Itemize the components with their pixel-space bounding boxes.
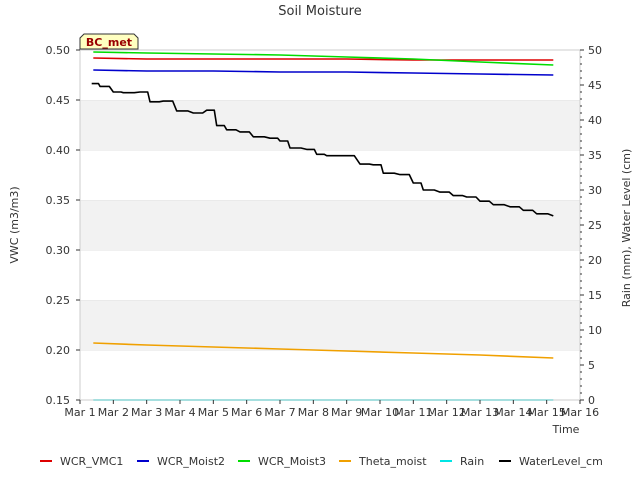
x-tick-label: Mar 9 [331, 406, 362, 419]
y-left-tick-label: 0.50 [46, 44, 71, 57]
y-left-tick-label: 0.15 [46, 394, 71, 407]
y-left-tick-label: 0.20 [46, 344, 71, 357]
y-right-tick-label: 30 [588, 184, 602, 197]
x-tick-label: Mar 16 [561, 406, 599, 419]
x-tick-label: Mar 11 [394, 406, 432, 419]
site-badge-label: BC_met [86, 36, 132, 49]
y-left-tick-label: 0.40 [46, 144, 71, 157]
y-axis-right-label: Rain (mm), Water Level (cm) [620, 149, 633, 308]
x-tick-label: Mar 7 [264, 406, 295, 419]
x-tick-label: Mar 14 [494, 406, 532, 419]
y-left-tick-label: 0.30 [46, 244, 71, 257]
series-line-wcr-moist2 [93, 69, 554, 76]
legend-label: WCR_VMC1 [60, 455, 123, 468]
x-tick-label: Mar 4 [164, 406, 195, 419]
x-tick-label: Mar 12 [428, 406, 466, 419]
y-right-tick-label: 45 [588, 79, 602, 92]
legend-label: WaterLevel_cm [519, 455, 603, 468]
series-line-theta-moist [93, 342, 554, 359]
legend: WCR_VMC1 WCR_Moist2 WCR_Moist3 Theta_moist R… [40, 455, 603, 468]
grid-band [80, 100, 580, 150]
y-right-tick-label: 20 [588, 254, 602, 267]
plot-bands [80, 49, 580, 400]
y-right-tick-label: 10 [588, 324, 602, 337]
grid-band [80, 200, 580, 250]
x-tick-label: Mar 3 [131, 406, 162, 419]
x-tick-label: Mar 13 [461, 406, 499, 419]
grid-band [80, 300, 580, 350]
grid-band [80, 250, 580, 300]
y-right-tick-label: 5 [588, 359, 595, 372]
series-line-wcr-vmc1 [93, 57, 554, 61]
legend-item: Theta_moist [339, 455, 427, 468]
y-left-tick-label: 0.45 [46, 94, 71, 107]
x-tick-label: Mar 6 [231, 406, 262, 419]
y-right-tick-label: 50 [588, 44, 602, 57]
y-left-tick-label: 0.25 [46, 294, 71, 307]
y-right-tick-label: 15 [588, 289, 602, 302]
x-tick-label: Mar 1 [64, 406, 95, 419]
y-right-tick-label: 25 [588, 219, 602, 232]
legend-item: WaterLevel_cm [499, 455, 603, 468]
legend-item: WCR_Moist2 [137, 455, 225, 468]
x-tick-label: Mar 8 [298, 406, 329, 419]
series-line-waterlevel-cm [91, 82, 554, 217]
legend-item: WCR_VMC1 [40, 455, 123, 468]
legend-label: WCR_Moist3 [258, 455, 326, 468]
x-tick-label: Mar 2 [98, 406, 129, 419]
x-axis-label: Time [552, 423, 580, 436]
y-left-tick-label: 0.35 [46, 194, 71, 207]
y-right-tick-label: 0 [588, 394, 595, 407]
site-badge: BC_met [79, 33, 139, 50]
legend-label: WCR_Moist2 [157, 455, 225, 468]
x-tick-label: Mar 10 [361, 406, 399, 419]
y-axis-right: 0 5 10 15 20 25 30 35 40 45 50 [580, 44, 602, 407]
y-axis-left: 0.15 0.20 0.25 0.30 0.35 0.40 0.45 0.50 [46, 44, 80, 407]
legend-item: WCR_Moist3 [238, 455, 326, 468]
legend-label: Rain [460, 455, 484, 468]
grid-band [80, 150, 580, 200]
grid-band [80, 350, 580, 400]
y-right-tick-label: 40 [588, 114, 602, 127]
legend-label: Theta_moist [358, 455, 427, 468]
y-right-tick-label: 35 [588, 149, 602, 162]
chart-title: Soil Moisture [278, 4, 362, 19]
x-tick-label: Mar 5 [198, 406, 229, 419]
y-axis-left-label: VWC (m3/m3) [8, 186, 21, 263]
x-axis: Mar 1 Mar 2 Mar 3 Mar 4 Mar 5 Mar 6 Mar 7 Mar 8… [64, 400, 599, 419]
series-line-wcr-moist3 [93, 51, 554, 66]
legend-item: Rain [440, 455, 484, 468]
x-tick-label: Mar 15 [528, 406, 566, 419]
